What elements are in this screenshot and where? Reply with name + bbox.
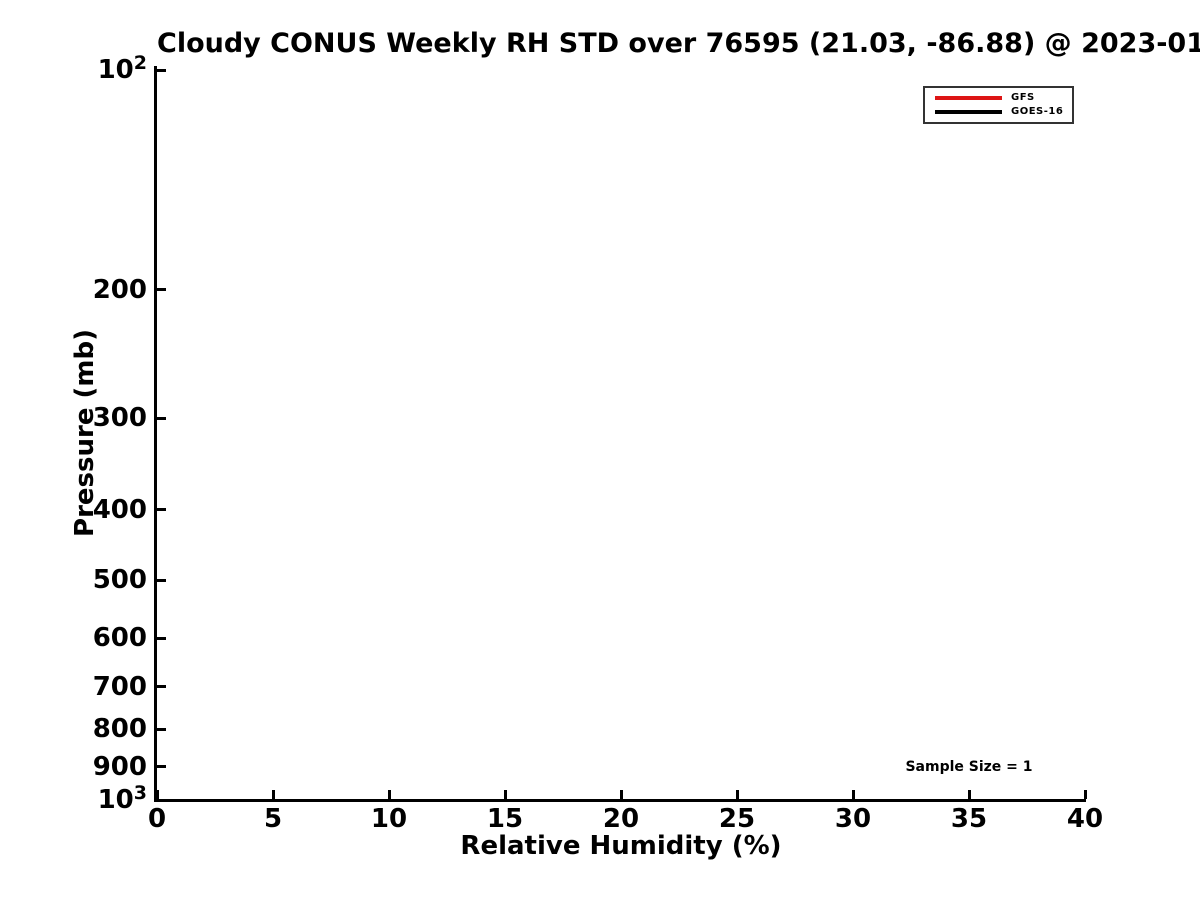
x-axis-title: Relative Humidity (%) [460,831,782,861]
legend-line-swatch [935,96,1002,100]
x-tick-label: 35 [950,804,988,834]
x-tick [851,790,855,799]
x-tick [1083,790,1087,799]
x-tick-label: 40 [1066,804,1104,834]
legend-entries: GFS GOES-16 [935,91,1072,119]
y-tick-label: 102 [97,52,147,85]
chart-title: Cloudy CONUS Weekly RH STD over 76595 (2… [157,28,1200,59]
legend-line-swatch [935,110,1002,114]
legend-entry: GFS [935,91,1072,105]
legend-entry: GOES-16 [935,105,1072,119]
y-tick-label: 900 [92,751,147,782]
x-tick-label: 15 [486,804,524,834]
x-tick [619,790,623,799]
axis-spine-left [154,66,157,802]
x-tick-label: 0 [147,804,167,834]
y-tick [157,636,166,640]
x-tick-label: 25 [718,804,756,834]
y-tick-label: 700 [92,671,147,702]
y-tick-label: 800 [92,714,147,745]
y-tick-label: 200 [92,274,147,305]
x-tick [735,790,739,799]
y-tick [157,727,166,731]
y-tick-label: 600 [92,623,147,654]
y-tick [157,508,166,511]
y-tick [157,765,166,769]
y-tick [157,288,166,292]
y-tick [157,798,166,802]
y-tick-label: 103 [97,782,147,815]
x-tick-label: 30 [834,804,872,834]
axis-spine-bottom [154,799,1086,802]
legend-label: GOES-16 [1011,106,1064,117]
y-tick [157,685,166,689]
y-tick-label: 300 [92,403,147,434]
y-tick-label: 400 [92,494,147,525]
series-plot [157,70,1085,800]
legend-label: GFS [1011,92,1035,103]
x-tick [387,790,391,799]
y-tick [157,68,166,72]
y-tick [157,578,166,582]
sample-size-annotation: Sample Size = 1 [905,758,1033,775]
y-tick-label: 500 [92,565,147,596]
plot-area: 0 5 10 15 20 25 30 35 40 102 200 300 400 500 600 700 80… [93,54,1103,835]
legend-box: GFS GOES-16 [923,86,1074,124]
y-tick [157,416,166,420]
x-tick [271,790,275,799]
x-tick-label: 20 [602,804,640,834]
x-tick-label: 5 [263,804,283,834]
x-tick [967,790,971,799]
x-tick [503,790,507,799]
x-tick-label: 10 [370,804,408,834]
x-tick [155,790,159,799]
